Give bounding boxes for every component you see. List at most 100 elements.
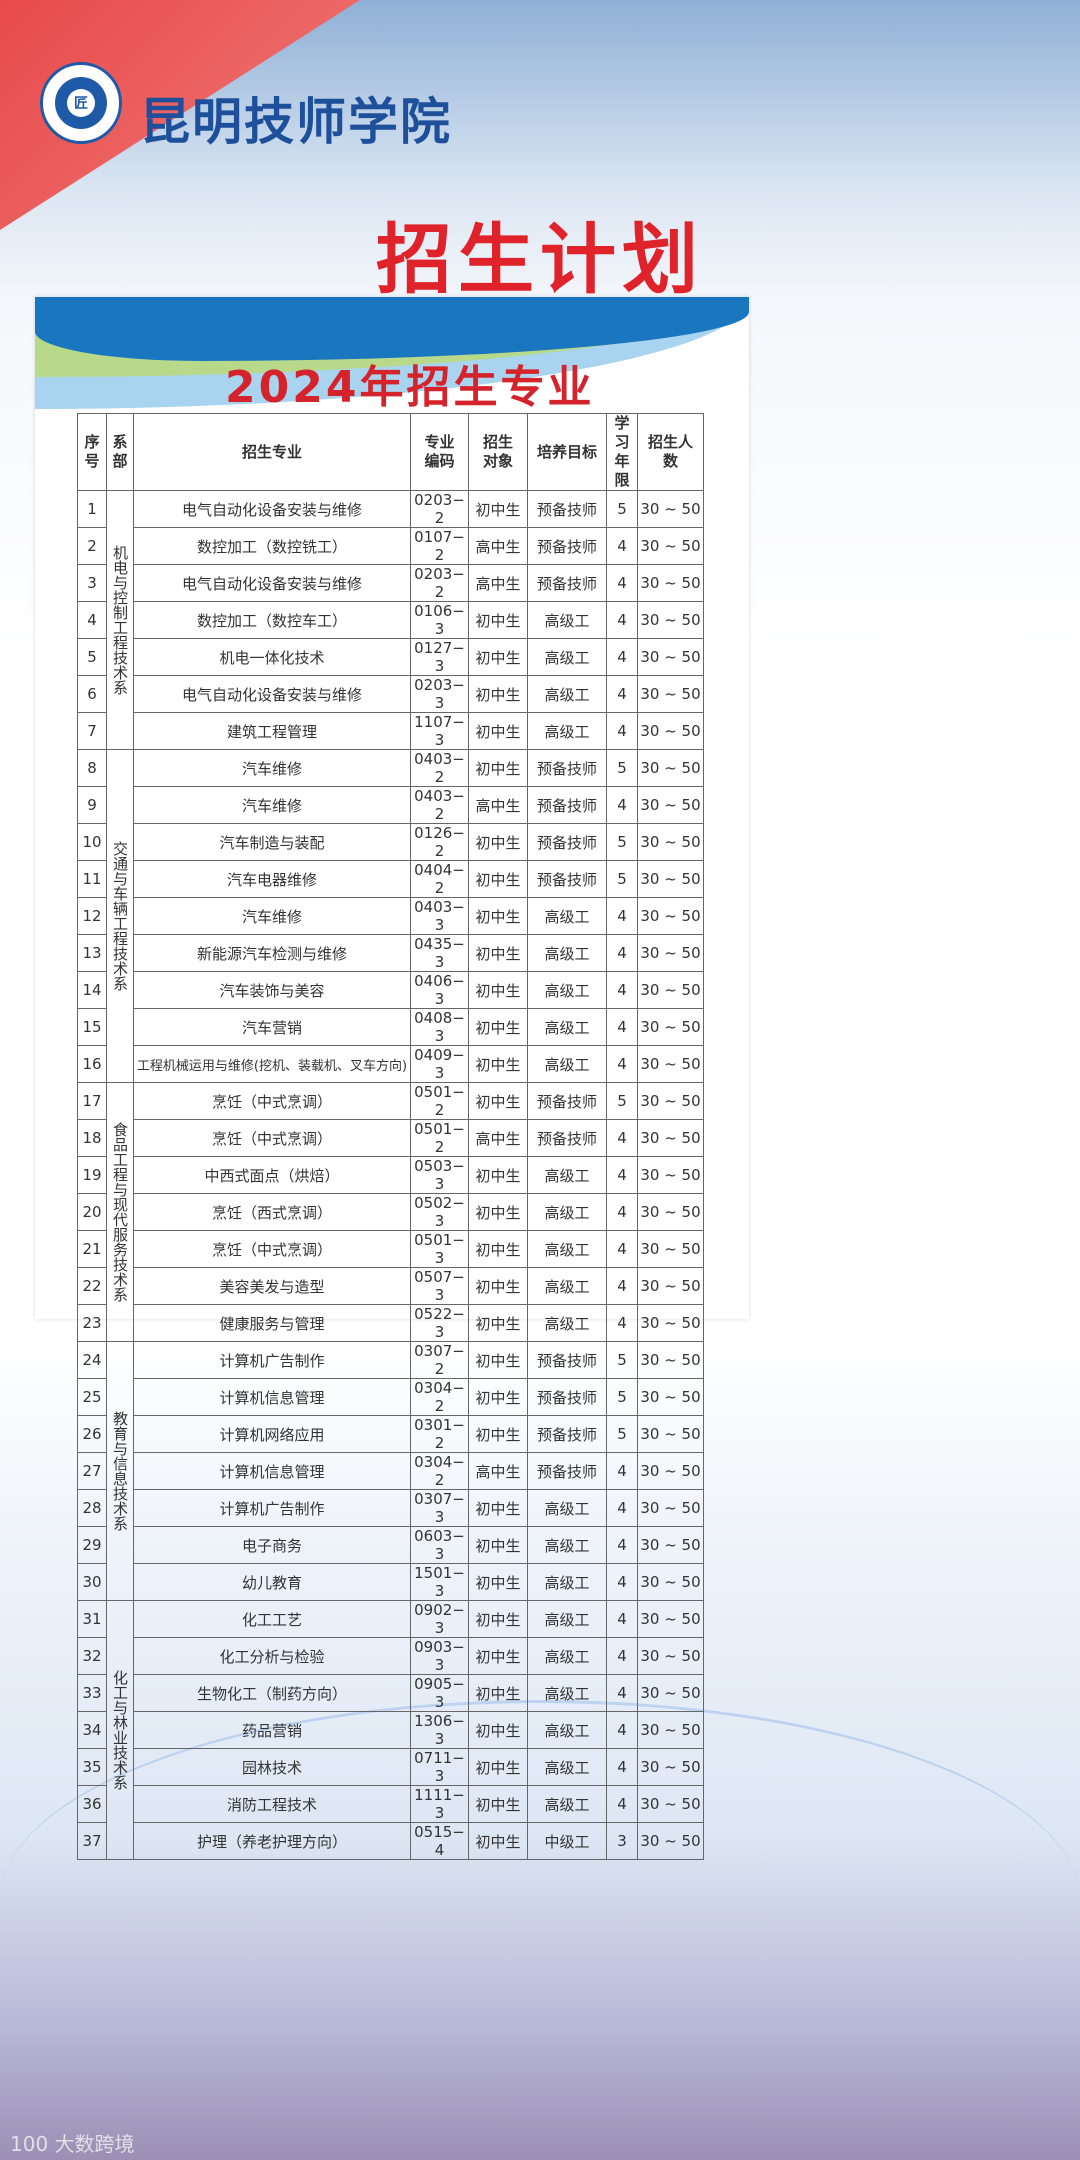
row-number: 22 bbox=[77, 1267, 107, 1305]
major-name: 烹饪（中式烹调） bbox=[133, 1119, 411, 1157]
training-goal: 高级工 bbox=[527, 971, 607, 1009]
major-name: 机电一体化技术 bbox=[133, 638, 411, 676]
enrollment-count: 30 ~ 50 bbox=[637, 1637, 704, 1675]
major-name: 数控加工（数控铣工） bbox=[133, 527, 411, 565]
row-number: 32 bbox=[77, 1637, 107, 1675]
training-goal: 高级工 bbox=[527, 1008, 607, 1046]
major-code: 0501−2 bbox=[410, 1119, 469, 1157]
target-students: 初中生 bbox=[468, 1489, 528, 1527]
target-students: 初中生 bbox=[468, 1045, 528, 1083]
training-goal: 高级工 bbox=[527, 1230, 607, 1268]
training-goal: 预备技师 bbox=[527, 527, 607, 565]
major-code: 1111−3 bbox=[410, 1785, 469, 1823]
page-title: 招生计划 bbox=[376, 215, 704, 304]
target-students: 初中生 bbox=[468, 675, 528, 713]
target-students: 初中生 bbox=[468, 971, 528, 1009]
major-code: 0507−3 bbox=[410, 1267, 469, 1305]
major-name: 汽车维修 bbox=[133, 749, 411, 787]
major-name: 化工工艺 bbox=[133, 1600, 411, 1638]
row-number: 11 bbox=[77, 860, 107, 898]
target-students: 初中生 bbox=[468, 1785, 528, 1823]
target-students: 初中生 bbox=[468, 823, 528, 861]
enrollment-count: 30 ~ 50 bbox=[637, 1711, 704, 1749]
training-goal: 预备技师 bbox=[527, 1082, 607, 1120]
enrollment-count: 30 ~ 50 bbox=[637, 1230, 704, 1268]
target-students: 高中生 bbox=[468, 1452, 528, 1490]
column-header: 招生人数 bbox=[637, 413, 704, 491]
table-row: 19 中西式面点（烘焙） 0503−3 初中生 高级工 4 30 ~ 50 bbox=[77, 1156, 704, 1194]
major-code: 0203−3 bbox=[410, 675, 469, 713]
enrollment-count: 30 ~ 50 bbox=[637, 1489, 704, 1527]
study-years: 5 bbox=[606, 749, 638, 787]
study-years: 4 bbox=[606, 1563, 638, 1601]
enrollment-count: 30 ~ 50 bbox=[637, 786, 704, 824]
major-code: 0502−3 bbox=[410, 1193, 469, 1231]
enrollment-count: 30 ~ 50 bbox=[637, 1452, 704, 1490]
major-code: 0403−2 bbox=[410, 786, 469, 824]
enrollment-count: 30 ~ 50 bbox=[637, 1082, 704, 1120]
major-name: 健康服务与管理 bbox=[133, 1304, 411, 1342]
row-number: 17 bbox=[77, 1082, 107, 1120]
target-students: 初中生 bbox=[468, 712, 528, 750]
major-code: 0404−2 bbox=[410, 860, 469, 898]
study-years: 4 bbox=[606, 1267, 638, 1305]
column-header: 学习年限 bbox=[606, 413, 638, 491]
enrollment-count: 30 ~ 50 bbox=[637, 1748, 704, 1786]
enrollment-count: 30 ~ 50 bbox=[637, 527, 704, 565]
row-number: 33 bbox=[77, 1674, 107, 1712]
major-code: 0403−2 bbox=[410, 749, 469, 787]
row-number: 31 bbox=[77, 1600, 107, 1638]
major-name: 烹饪（中式烹调） bbox=[133, 1082, 411, 1120]
major-code: 0501−3 bbox=[410, 1230, 469, 1268]
table-row: 22 美容美发与造型 0507−3 初中生 高级工 4 30 ~ 50 bbox=[77, 1267, 704, 1305]
target-students: 初中生 bbox=[468, 1230, 528, 1268]
training-goal: 高级工 bbox=[527, 1711, 607, 1749]
enrollment-count: 30 ~ 50 bbox=[637, 1045, 704, 1083]
study-years: 4 bbox=[606, 1526, 638, 1564]
training-goal: 预备技师 bbox=[527, 786, 607, 824]
major-code: 0603−3 bbox=[410, 1526, 469, 1564]
major-code: 0409−3 bbox=[410, 1045, 469, 1083]
table-row: 8 交通与车辆工程技术系 汽车维修 0403−2 初中生 预备技师 5 30 ~ 50 bbox=[77, 749, 704, 1083]
row-number: 9 bbox=[77, 786, 107, 824]
table-row: 30 幼儿教育 1501−3 初中生 高级工 4 30 ~ 50 bbox=[77, 1563, 704, 1601]
enrollment-count: 30 ~ 50 bbox=[637, 712, 704, 750]
major-name: 烹饪（西式烹调） bbox=[133, 1193, 411, 1231]
study-years: 4 bbox=[606, 527, 638, 565]
department-cell: 食品工程与现代服务技术系 bbox=[106, 1082, 134, 1342]
table-row: 18 烹饪（中式烹调） 0501−2 高中生 预备技师 4 30 ~ 50 bbox=[77, 1119, 704, 1157]
table-row: 28 计算机广告制作 0307−3 初中生 高级工 4 30 ~ 50 bbox=[77, 1489, 704, 1527]
study-years: 4 bbox=[606, 638, 638, 676]
training-goal: 高级工 bbox=[527, 1489, 607, 1527]
major-name: 护理（养老护理方向） bbox=[133, 1822, 411, 1860]
enrollment-count: 30 ~ 50 bbox=[637, 1119, 704, 1157]
study-years: 4 bbox=[606, 1119, 638, 1157]
training-goal: 高级工 bbox=[527, 1267, 607, 1305]
major-code: 0522−3 bbox=[410, 1304, 469, 1342]
table-row: 1 机电与控制工程技术系 电气自动化设备安装与维修 0203−2 初中生 预备技师 5 30 … bbox=[77, 490, 704, 750]
training-goal: 高级工 bbox=[527, 1600, 607, 1638]
study-years: 4 bbox=[606, 1452, 638, 1490]
enrollment-count: 30 ~ 50 bbox=[637, 564, 704, 602]
row-number: 25 bbox=[77, 1378, 107, 1416]
enrollment-count: 30 ~ 50 bbox=[637, 1526, 704, 1564]
school-logo: 匠 bbox=[40, 62, 122, 144]
major-code: 0435−3 bbox=[410, 934, 469, 972]
column-header: 系部 bbox=[106, 413, 134, 491]
row-number: 35 bbox=[77, 1748, 107, 1786]
enrollment-count: 30 ~ 50 bbox=[637, 971, 704, 1009]
major-name: 计算机信息管理 bbox=[133, 1452, 411, 1490]
study-years: 4 bbox=[606, 786, 638, 824]
training-goal: 中级工 bbox=[527, 1822, 607, 1860]
training-goal: 预备技师 bbox=[527, 1452, 607, 1490]
major-code: 0515−4 bbox=[410, 1822, 469, 1860]
table-row: 2 数控加工（数控铣工） 0107−2 高中生 预备技师 4 30 ~ 50 bbox=[77, 527, 704, 565]
watermark-text: 大数跨境 bbox=[54, 2132, 135, 2156]
enrollment-count: 30 ~ 50 bbox=[637, 934, 704, 972]
row-number: 29 bbox=[77, 1526, 107, 1564]
row-number: 36 bbox=[77, 1785, 107, 1823]
row-number: 3 bbox=[77, 564, 107, 602]
study-years: 5 bbox=[606, 1378, 638, 1416]
target-students: 初中生 bbox=[468, 1526, 528, 1564]
enrollment-count: 30 ~ 50 bbox=[637, 823, 704, 861]
